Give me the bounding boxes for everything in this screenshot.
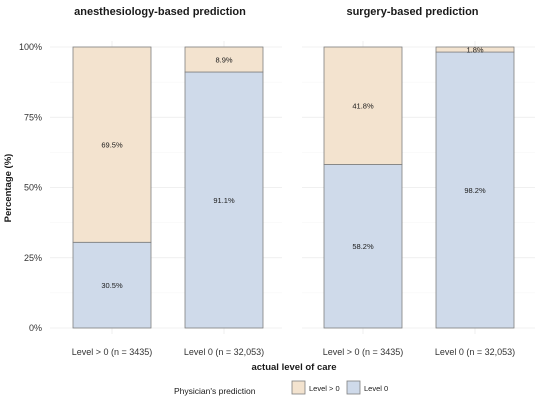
x-tick-label: Level 0 (n = 32,053) xyxy=(435,347,515,357)
chart-text: Percentage (%) actual level of care Phys… xyxy=(3,6,515,396)
bar-value-label: 69.5% xyxy=(101,141,123,150)
y-tick-label: 75% xyxy=(24,112,42,122)
bar-segment xyxy=(184,71,264,329)
x-tick-label: Level > 0 (n = 3435) xyxy=(323,347,404,357)
legend-key xyxy=(346,380,361,395)
bar-segment xyxy=(323,164,403,329)
bar-segment xyxy=(435,46,515,53)
bar-value-label: 1.8% xyxy=(466,46,483,55)
bar-segment xyxy=(323,46,403,165)
bar-value-label: 30.5% xyxy=(101,281,123,290)
x-axis-title: actual level of care xyxy=(251,362,336,373)
y-tick-label: 0% xyxy=(29,323,42,333)
x-tick-label: Level 0 (n = 32,053) xyxy=(184,347,264,357)
legend-label: Level 0 xyxy=(364,384,388,393)
bar-segment xyxy=(435,51,515,329)
x-tick-label: Level > 0 (n = 3435) xyxy=(72,347,153,357)
y-tick-label: 100% xyxy=(19,42,42,52)
legend-key xyxy=(291,380,306,395)
legend-label: Level > 0 xyxy=(309,384,340,393)
legend: Level > 0 Level 0 xyxy=(291,380,388,395)
bar-segment xyxy=(184,46,264,73)
legend-title: Physician's prediction xyxy=(174,386,256,396)
bar-value-label: 58.2% xyxy=(352,242,374,251)
y-axis-title: Percentage (%) xyxy=(3,154,14,223)
bars xyxy=(72,46,515,329)
y-tick-label: 50% xyxy=(24,183,42,193)
facet-title: anesthesiology-based prediction xyxy=(74,6,246,18)
facet-title: surgery-based prediction xyxy=(346,6,478,18)
bar-value-label: 41.8% xyxy=(352,102,374,111)
bar-value-label: 8.9% xyxy=(215,56,232,65)
bar-segment xyxy=(72,46,152,243)
bar-segment xyxy=(72,241,152,329)
y-tick-label: 25% xyxy=(24,253,42,263)
bar-value-label: 91.1% xyxy=(213,196,235,205)
bar-value-label: 98.2% xyxy=(464,186,486,195)
